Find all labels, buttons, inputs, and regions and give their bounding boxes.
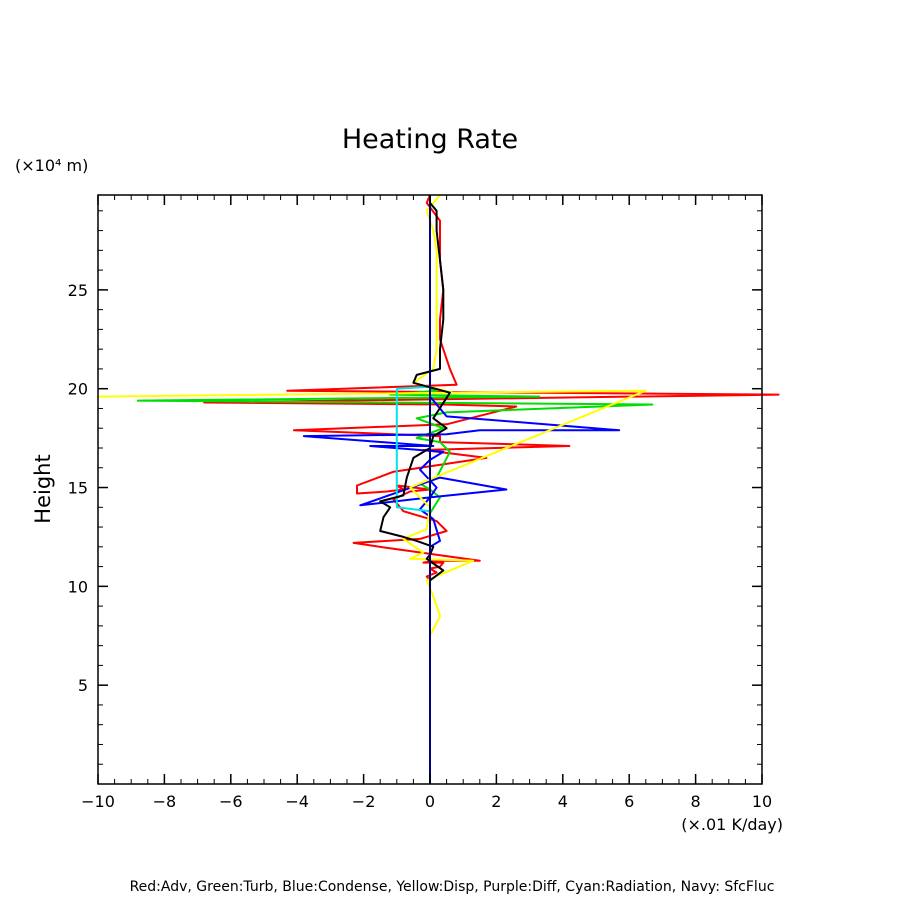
y-axis-unit: (×10⁴ m) [15, 156, 88, 175]
series-line-adv [203, 194, 780, 784]
axis-layer: −10 −8 −6 −4 −2 0 2 4 6 8 10 5 10 15 20 25 [68, 194, 772, 811]
x-tick-label: 6 [624, 792, 634, 811]
legend-text: Red:Adv, Green:Turb, Blue:Condense, Yell… [130, 879, 775, 895]
x-tick-label: 4 [558, 792, 568, 811]
y-axis-label: Height [31, 454, 55, 523]
series-line-disp [97, 194, 647, 784]
series-line-turb [136, 387, 654, 784]
x-tick-label: −2 [352, 792, 376, 811]
x-axis-unit: (×.01 K/day) [681, 815, 783, 834]
x-tick-label: −8 [153, 792, 177, 811]
x-tick-label: 2 [491, 792, 501, 811]
y-tick-label: 20 [68, 380, 88, 399]
x-tick-label: 10 [752, 792, 772, 811]
x-tick-label: 0 [425, 792, 435, 811]
y-tick-label: 25 [68, 281, 88, 300]
y-tick-label: 5 [78, 676, 88, 695]
series-line-condense [302, 195, 621, 784]
x-tick-label: −6 [219, 792, 243, 811]
y-tick-label: 10 [68, 577, 88, 596]
x-tick-label: −10 [81, 792, 115, 811]
series-layer [97, 194, 780, 784]
x-tick-label: 8 [691, 792, 701, 811]
y-tick-label: 15 [68, 479, 88, 498]
x-tick-label: −4 [285, 792, 309, 811]
chart-title: Heating Rate [342, 124, 518, 155]
series-line-sfcfluc [379, 195, 451, 784]
